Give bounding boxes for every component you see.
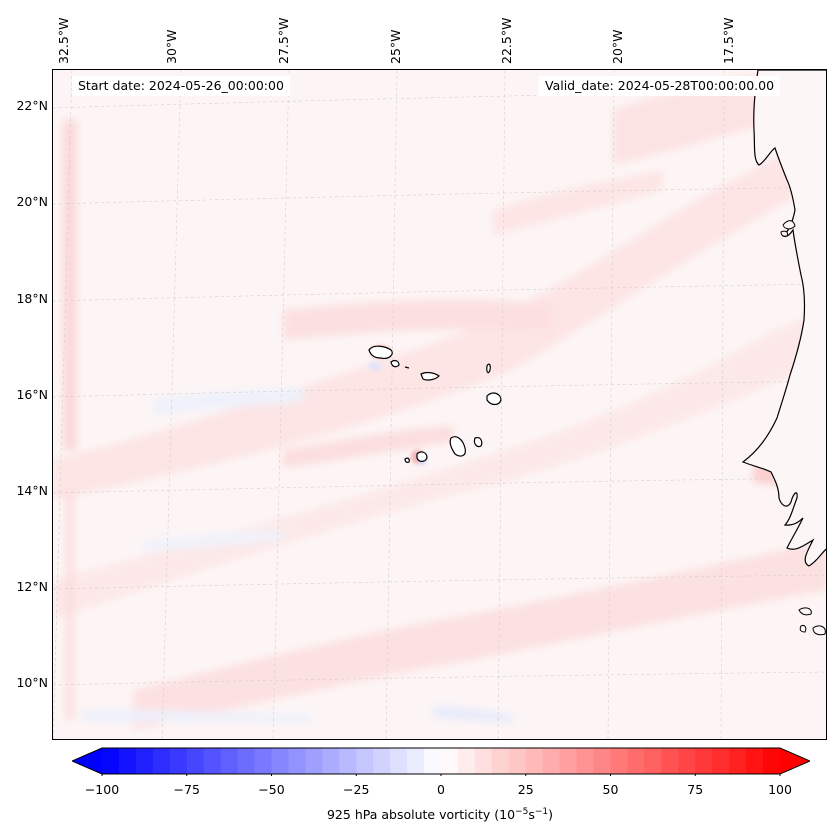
vorticity-field-map[interactable]	[53, 70, 827, 740]
lat-label-18n: 18°N	[16, 291, 48, 306]
colorbar-block	[186, 748, 205, 774]
island-santiago	[449, 436, 466, 457]
colorbar-blocks	[102, 748, 781, 774]
lon-label-22.5w: 22.5°W	[499, 17, 514, 64]
lon-label-30w: 30°W	[164, 29, 179, 64]
lat-label-14n: 14°N	[16, 483, 48, 498]
lon-label-17.5w: 17.5°W	[721, 17, 736, 64]
colorbar-block	[610, 748, 628, 774]
colorbar-block	[424, 748, 442, 774]
colorbar-block	[288, 748, 306, 774]
colorbar-label: 925 hPa absolute vorticity (10−5s−1)	[326, 807, 553, 823]
colorbar-block	[152, 748, 171, 774]
colorbar-block	[746, 748, 764, 774]
colorbar-block	[322, 748, 340, 774]
cb-tick-label-2: −50	[258, 782, 285, 797]
colorbar-block	[678, 748, 696, 774]
colorbar-block	[373, 748, 391, 774]
colorbar-block	[441, 748, 459, 774]
colorbar-block	[542, 748, 561, 774]
island-fogo	[416, 451, 428, 462]
island-brava	[404, 457, 410, 463]
units-exponent-2: −1	[534, 807, 549, 817]
colorbar-block	[254, 748, 272, 774]
valid-date-label: Valid_date: 2024-05-28T00:00:00.00	[539, 76, 781, 96]
cb-tick-label-7: 75	[687, 782, 704, 797]
colorbar-block	[525, 748, 544, 774]
colorbar-high-extension	[780, 748, 810, 774]
colorbar-block	[559, 748, 578, 774]
colorbar-block	[135, 748, 154, 774]
island-sal	[486, 363, 491, 374]
island-sao-vicente	[390, 359, 400, 368]
units-exponent-1: −5	[515, 807, 529, 817]
cb-tick-label-3: −25	[343, 782, 370, 797]
map-plot-area[interactable]	[52, 69, 827, 740]
colorbar-block	[169, 748, 188, 774]
lat-label-22n: 22°N	[16, 98, 48, 113]
colorbar-block	[695, 748, 713, 774]
colorbar-block	[763, 748, 781, 774]
colorbar-outline	[72, 747, 810, 775]
cb-tick-label-5: 25	[517, 782, 534, 797]
island-boa-vista	[486, 392, 502, 406]
lat-label-12n: 12°N	[16, 579, 48, 594]
lat-label-20n: 20°N	[16, 194, 48, 209]
lon-label-20w: 20°W	[610, 29, 625, 64]
coastal-islands	[780, 220, 826, 636]
island-santa-luzia	[404, 366, 410, 369]
cb-tick-label-8: 100	[768, 782, 792, 797]
cb-tick-label-6: 50	[602, 782, 619, 797]
colorbar-block	[644, 748, 662, 774]
colorbar-block	[339, 748, 357, 774]
cape-verde-islands	[368, 345, 502, 463]
start-date-label: Start date: 2024-05-26_00:00:00	[72, 76, 290, 96]
colorbar-block	[220, 748, 239, 774]
colorbar-block	[729, 748, 747, 774]
lon-label-27.5w: 27.5°W	[276, 17, 291, 64]
cb-tick-label-1: −75	[173, 782, 200, 797]
colorbar-tick-marks	[101, 774, 781, 776]
island-santo-antao	[368, 345, 393, 359]
colorbar-block	[102, 748, 120, 774]
colorbar-block	[457, 748, 476, 774]
colorbar-block	[390, 748, 408, 774]
colorbar-block	[593, 748, 611, 774]
colorbar-block	[576, 748, 595, 774]
lat-label-10n: 10°N	[16, 675, 48, 690]
colorbar-block	[203, 748, 222, 774]
graticule	[53, 70, 826, 739]
lon-label-32.5w: 32.5°W	[56, 17, 71, 64]
colorbar-block	[508, 748, 527, 774]
west-africa-coastline	[741, 70, 826, 567]
colorbar-block	[305, 748, 323, 774]
colorbar-block	[661, 748, 679, 774]
lat-label-16n: 16°N	[16, 387, 48, 402]
units-s: s	[528, 807, 535, 823]
colorbar-block	[407, 748, 425, 774]
colorbar	[72, 747, 810, 776]
cb-tick-label-4: 0	[437, 782, 445, 797]
colorbar-block	[491, 748, 510, 774]
colorbar-block	[271, 748, 289, 774]
colorbar-block	[356, 748, 374, 774]
colorbar-low-extension	[72, 748, 102, 774]
colorbar-block	[474, 748, 493, 774]
island-maio	[473, 437, 483, 448]
units-base: 10	[499, 807, 516, 823]
lon-label-25w: 25°W	[388, 29, 403, 64]
colorbar-block	[118, 748, 137, 774]
colorbar-block	[237, 748, 256, 774]
cb-tick-label-0: −100	[84, 782, 120, 797]
colorbar-block	[627, 748, 645, 774]
colorbar-block	[712, 748, 730, 774]
island-sao-nicolau	[420, 371, 440, 381]
colorbar-variable: 925 hPa absolute vorticity	[326, 807, 491, 823]
